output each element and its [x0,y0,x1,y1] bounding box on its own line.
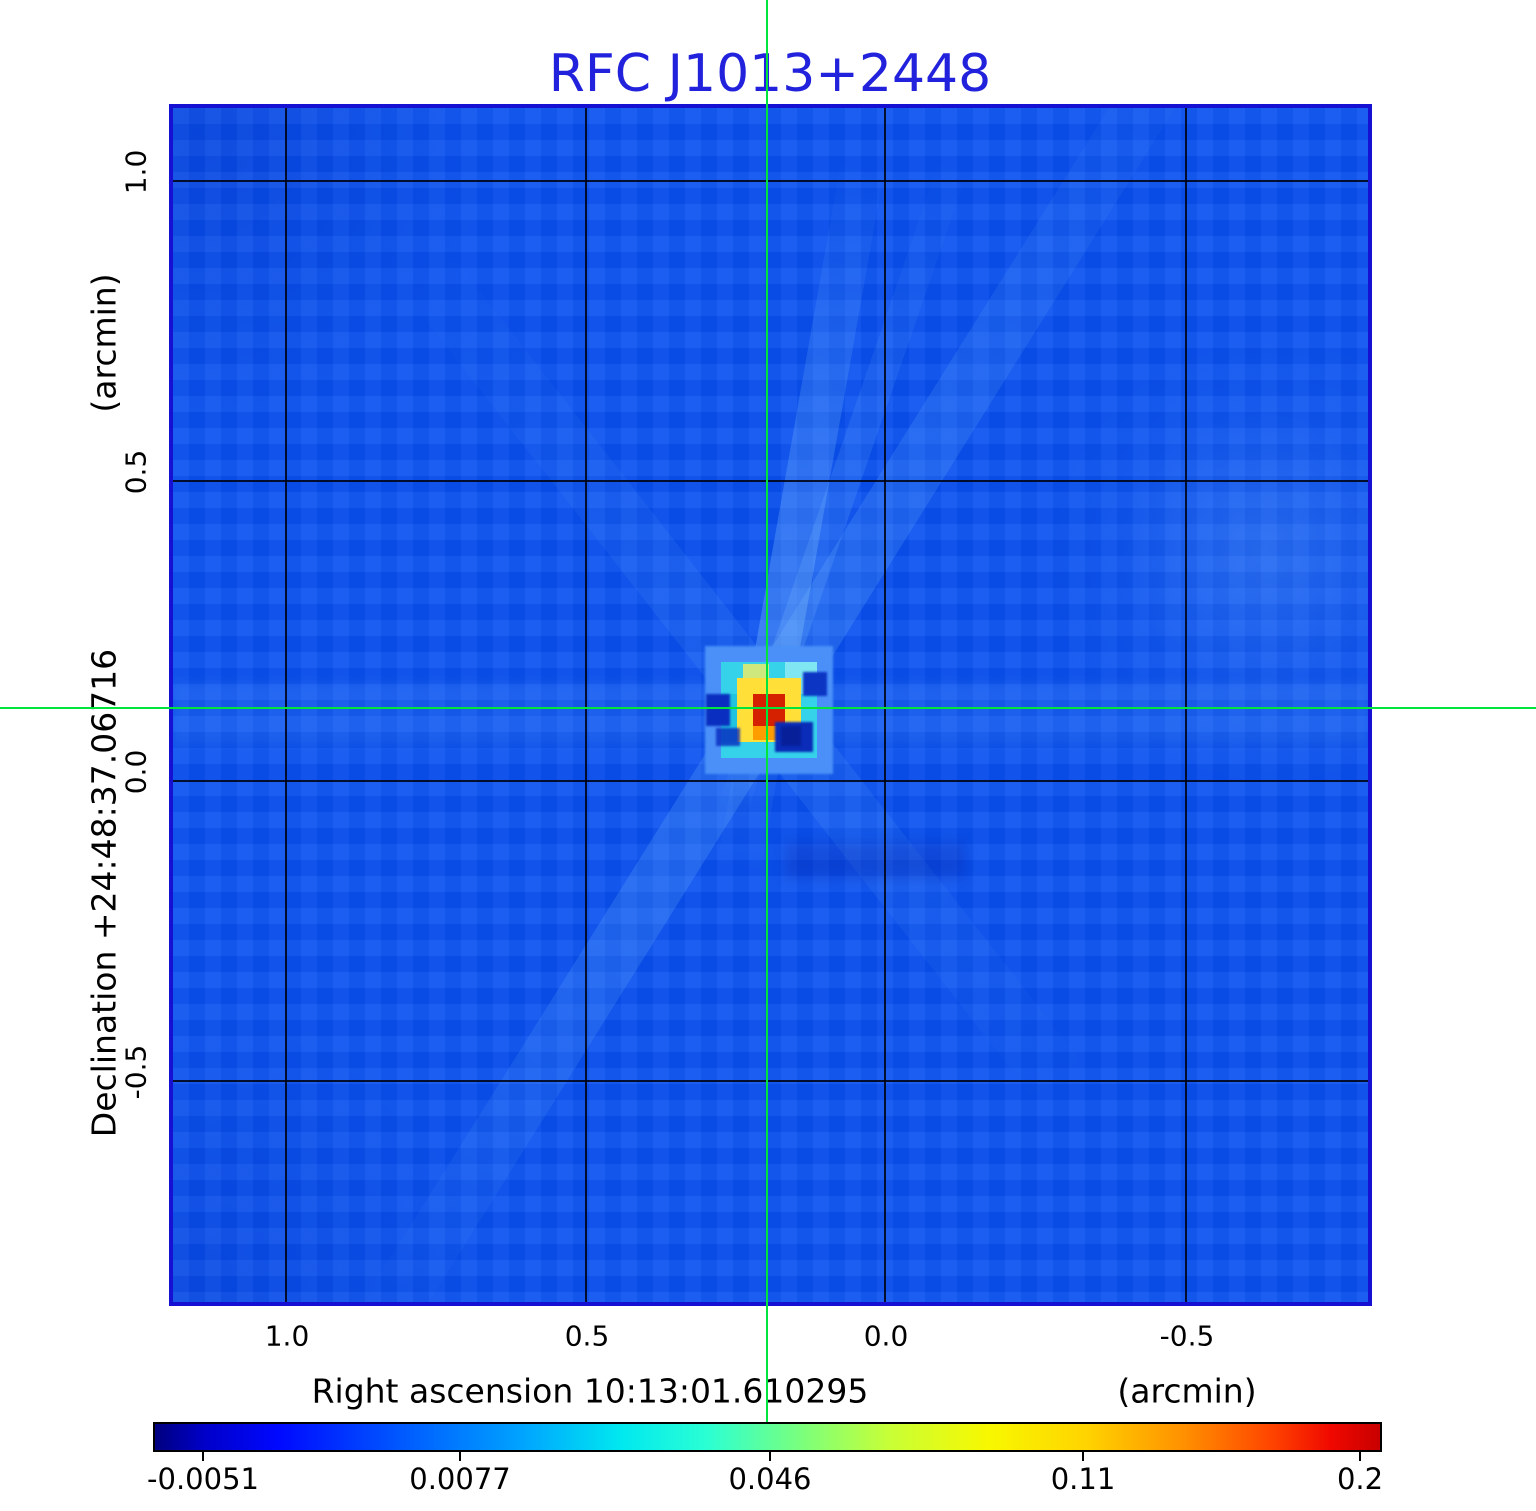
x-tick-label: -0.5 [1159,1319,1215,1353]
crosshair-horizontal [0,707,1536,709]
colorbar-tick-label: 0.11 [1050,1462,1116,1496]
source-green-pixel [743,664,769,680]
colorbar-tick [1359,1452,1361,1461]
negative-sidelobe [706,694,730,726]
grid-line-vertical [1185,108,1187,1302]
sky-map [169,104,1372,1306]
colorbar-tick-label: 0.2 [1336,1462,1384,1496]
colorbar-tick-label: -0.0051 [147,1462,259,1496]
colorbar-tick [1082,1452,1084,1461]
x-axis-label: Right ascension 10:13:01.610295 [311,1371,869,1411]
negative-sidelobe [716,728,740,746]
grid-line-horizontal [173,480,1368,482]
x-axis-unit-label: (arcmin) [1117,1371,1257,1411]
colorbar [153,1422,1382,1452]
colorbar-tick-label: 0.0077 [409,1462,511,1496]
x-tick-label: 0.5 [564,1319,610,1353]
y-tick-label: -0.5 [119,1044,153,1100]
grid-line-vertical [585,108,587,1302]
plot-title: RFC J1013+2448 [548,44,992,104]
grid-line-horizontal [173,1080,1368,1082]
y-axis-label: Declination +24:48:37.06716 [84,648,124,1138]
colorbar-tick-label: 0.046 [728,1462,812,1496]
colorbar-tick [769,1452,771,1461]
y-tick-label: 0.0 [119,749,153,795]
grid-line-vertical [884,108,886,1302]
grid-line-horizontal [173,180,1368,182]
grid-line-vertical [285,108,287,1302]
grid-line-horizontal [173,780,1368,782]
source-peak [753,694,785,726]
negative-sidelobe [781,726,801,746]
y-tick-label: 0.5 [119,449,153,495]
x-tick-label: 1.0 [264,1319,310,1353]
crosshair-vertical [766,0,768,1422]
colorbar-tick [459,1452,461,1461]
y-axis-unit-label: (arcmin) [84,273,124,413]
y-tick-label: 1.0 [119,149,153,195]
negative-sidelobe [803,672,827,696]
colorbar-tick [202,1452,204,1461]
x-tick-label: 0.0 [863,1319,909,1353]
sidelobe-band-dark [785,843,965,879]
